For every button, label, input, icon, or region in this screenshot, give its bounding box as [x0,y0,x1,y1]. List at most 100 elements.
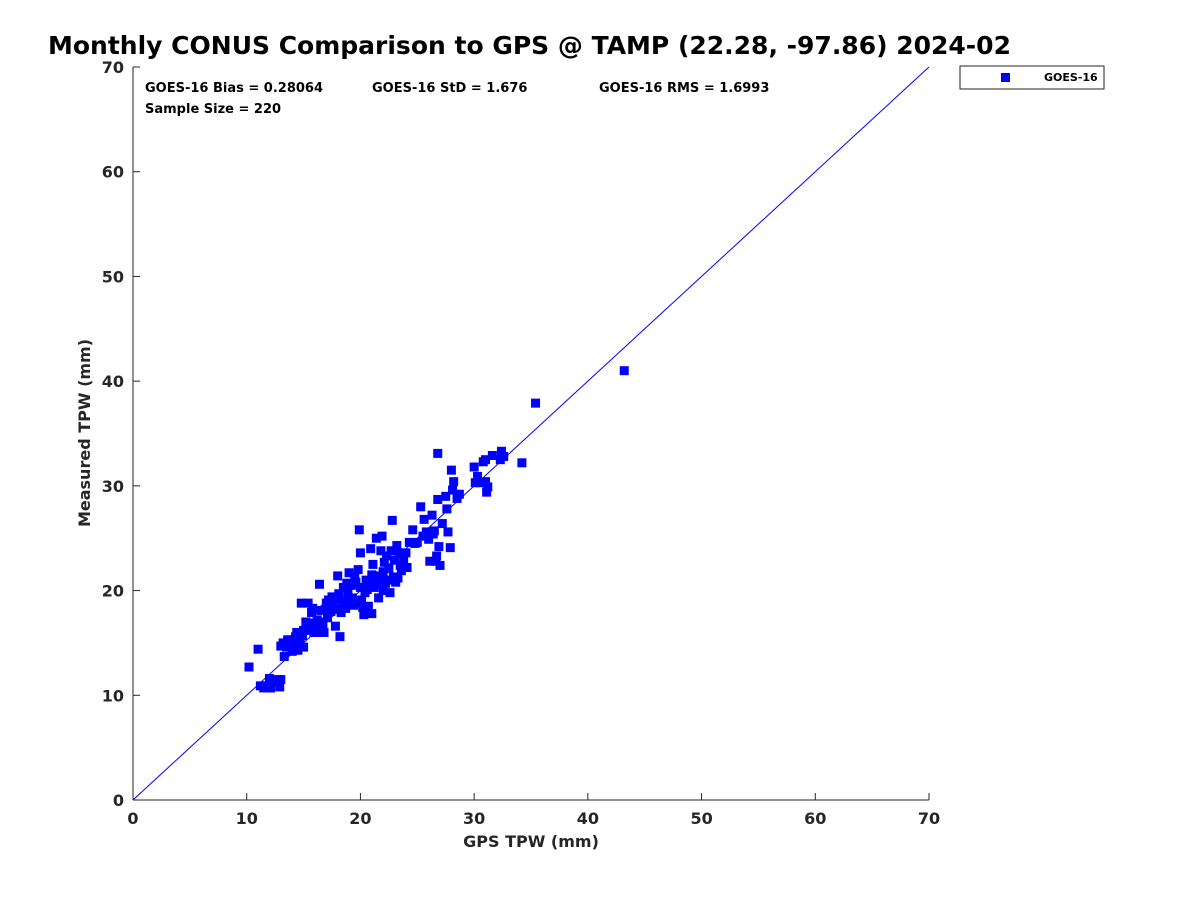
data-point [424,534,434,544]
data-point [619,366,629,376]
data-point [279,652,289,662]
ticks: 0 10 20 30 40 50 60 70 0 10 20 30 40 50 60 70 [102,58,940,828]
y-tick-label-20: 20 [102,582,124,601]
data-point [244,662,254,672]
data-point [275,682,285,692]
data-point [358,602,368,612]
data-point [427,510,437,520]
data-point [355,548,365,558]
legend: GOES-16 [959,65,1105,90]
data-point [376,546,386,556]
data-point [297,631,307,641]
data-point [408,525,418,535]
data-point [442,504,452,514]
data-point [434,542,444,552]
y-tick-label-0: 0 [113,791,124,810]
data-point [379,557,389,567]
data-point [314,579,324,589]
legend-label: GOES-16 [1044,71,1098,84]
data-point [362,585,372,595]
data-point [296,598,306,608]
data-point [496,446,506,456]
data-point [487,450,497,460]
stat-sample-size: Sample Size = 220 [145,102,281,117]
y-tick-label-30: 30 [102,477,124,496]
data-point [344,568,354,578]
data-point [347,593,357,603]
data-point [412,537,422,547]
x-tick-label-0: 0 [127,809,138,828]
legend-marker [1001,73,1010,82]
data-point [377,531,387,541]
data-point [448,485,458,495]
data-point [396,566,406,576]
data-point [316,605,326,615]
data-point [443,527,453,537]
data-point [327,592,337,602]
data-point [332,594,342,604]
data-point [359,610,369,620]
axes [132,67,929,801]
stat-bias: GOES-16 Bias = 0.28064 [145,81,323,96]
data-point [368,559,378,569]
data-point [378,567,388,577]
chart-title: Monthly CONUS Comparison to GPS @ TAMP (… [48,31,1011,60]
stat-std: GOES-16 StD = 1.676 [372,81,527,96]
x-tick-label-70: 70 [918,809,940,828]
data-point [384,564,394,574]
data-point [333,571,343,581]
data-point [264,674,274,684]
data-point [351,577,361,587]
x-tick-label-30: 30 [463,809,485,828]
data-point [374,593,384,603]
x-tick-label-20: 20 [349,809,371,828]
data-point [367,570,377,580]
data-point [343,589,353,599]
data-point [393,573,403,583]
y-tick-label-10: 10 [102,686,124,705]
data-point [330,621,340,631]
x-tick-label-10: 10 [236,809,258,828]
data-point [372,579,382,589]
data-point [313,627,323,637]
data-point [299,642,309,652]
data-point [404,537,414,547]
data-point [419,514,429,524]
data-point [517,458,527,468]
legend-box [959,65,1105,90]
data-point [357,595,367,605]
data-point [531,398,541,408]
data-point [433,494,443,504]
data-point [304,618,314,628]
data-point [318,620,328,630]
data-point [470,478,480,488]
data-point [435,560,445,570]
data-point [401,548,411,558]
reference-line [132,66,930,801]
data-point [308,603,318,613]
x-axis-label: GPS TPW (mm) [463,832,599,851]
data-point [429,526,439,536]
data-point [329,604,339,614]
data-point [253,644,263,654]
data-point [387,515,397,525]
data-point [432,551,442,561]
data-point [366,544,376,554]
y-tick-label-50: 50 [102,267,124,286]
y-tick-label-70: 70 [102,58,124,77]
data-point [355,582,365,592]
x-tick-label-40: 40 [577,809,599,828]
data-point [292,627,302,637]
data-point [293,645,303,655]
x-tick-label-60: 60 [804,809,826,828]
data-point [322,613,332,623]
data-point [433,448,443,458]
data-point [499,452,509,462]
y-axis-label: Measured TPW (mm) [75,339,94,527]
data-point [445,543,455,553]
data-point [336,608,346,618]
data-point [365,576,375,586]
data-point [481,455,491,465]
data-point [341,603,351,613]
